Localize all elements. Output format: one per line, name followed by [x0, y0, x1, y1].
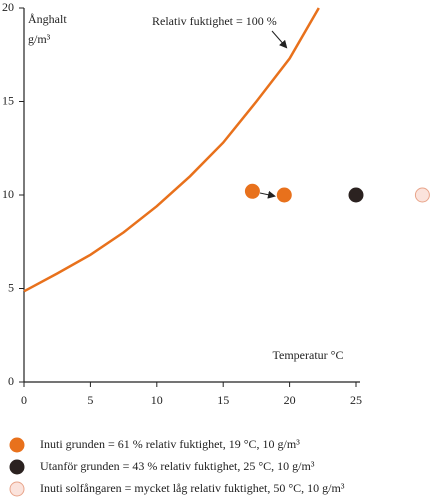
- annotation: Relativ fuktighet = 100 %: [152, 14, 277, 28]
- legend-label: Inuti solfångaren = mycket låg relativ f…: [40, 481, 345, 495]
- x-tick-label: 0: [21, 393, 27, 407]
- data-point: [348, 187, 364, 203]
- y-tick-label: 20: [2, 0, 14, 14]
- y-tick-label: 10: [2, 187, 14, 201]
- legend-label: Utanför grunden = 43 % relativ fuktighet…: [40, 459, 315, 473]
- y-tick-label: 5: [8, 280, 14, 294]
- data-point: [276, 187, 292, 203]
- legend-marker: [9, 459, 25, 475]
- legend-marker: [9, 437, 25, 453]
- x-tick-label: 15: [217, 393, 229, 407]
- y-tick-label: 15: [2, 93, 14, 107]
- y-tick-label: 0: [8, 374, 14, 388]
- y-axis-label: g/m³: [28, 32, 51, 46]
- x-tick-label: 5: [87, 393, 93, 407]
- y-axis-label: Ånghalt: [28, 12, 67, 26]
- legend-label: Inuti grunden = 61 % relativ fuktighet, …: [40, 437, 300, 451]
- annotation-arrow: [271, 30, 288, 49]
- legend-marker: [9, 481, 25, 497]
- x-axis-label: Temperatur °C: [273, 348, 344, 362]
- shift-arrow: [259, 190, 276, 199]
- x-tick-label: 20: [284, 393, 296, 407]
- data-point: [244, 183, 260, 199]
- data-point: [414, 187, 430, 203]
- x-tick-label: 25: [350, 393, 362, 407]
- saturation-curve: [23, 7, 320, 293]
- x-tick-label: 10: [151, 393, 163, 407]
